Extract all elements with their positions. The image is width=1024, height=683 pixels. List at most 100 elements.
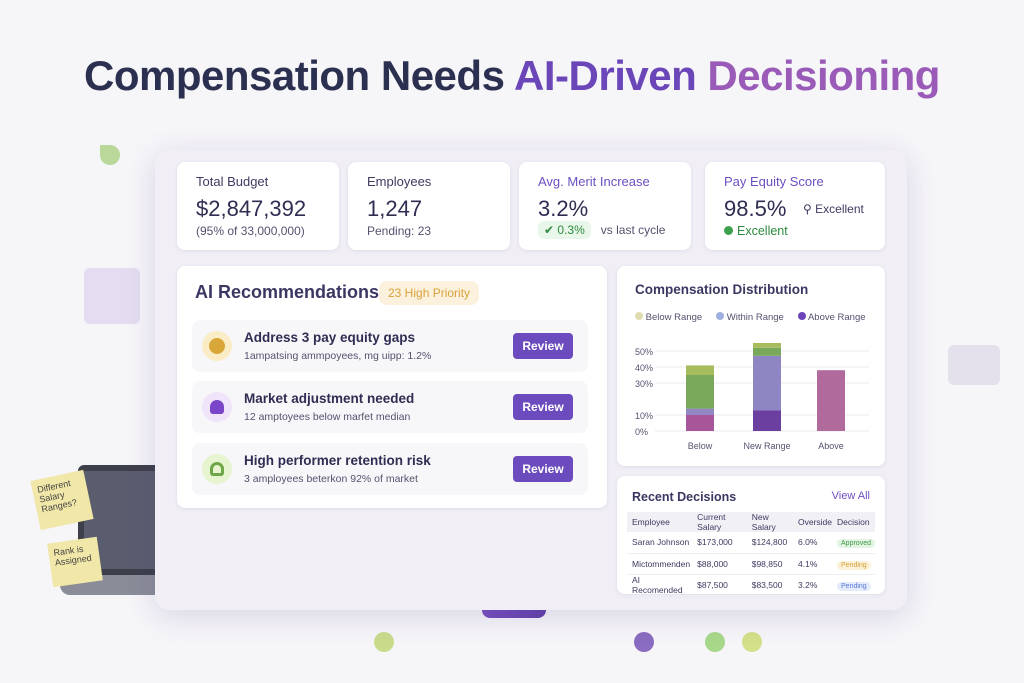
review-button[interactable]: Review bbox=[513, 333, 573, 359]
kpi-value: $2,847,392 bbox=[196, 196, 307, 221]
bar-segment bbox=[686, 408, 714, 415]
decision-badge: Pending bbox=[837, 560, 871, 570]
kpi-label: Employees bbox=[367, 174, 432, 189]
review-button[interactable]: Review bbox=[513, 394, 573, 420]
bar-segment bbox=[817, 370, 845, 431]
recommendation-desc: 12 amptoyees below marfet median bbox=[244, 411, 411, 423]
y-tick-label: 10% bbox=[635, 411, 653, 421]
kpi-value: 98.5% bbox=[724, 196, 787, 221]
review-button[interactable]: Review bbox=[513, 456, 573, 482]
check-icon bbox=[742, 632, 762, 652]
kpi-employees: Employees 1,247 Pending: 23 bbox=[348, 162, 510, 250]
kpi-status: Excellent bbox=[737, 224, 788, 238]
column-header: Current Salary bbox=[692, 512, 747, 532]
legend-swatch bbox=[716, 312, 725, 320]
person-icon bbox=[202, 454, 232, 484]
column-header: New Salary bbox=[746, 512, 793, 532]
sticky-note: Rank is Assigned bbox=[47, 536, 103, 588]
kpi-value: 3.2% bbox=[538, 196, 589, 221]
y-tick-label: 0% bbox=[635, 427, 648, 437]
kpi-label: Avg. Merit Increase bbox=[538, 174, 650, 189]
view-all-link[interactable]: View All bbox=[831, 490, 870, 502]
y-tick-label: 40% bbox=[635, 363, 653, 373]
user-icon bbox=[202, 392, 232, 422]
bar-segment bbox=[753, 355, 781, 411]
table-row[interactable]: Mictommenden $88,000 $98,850 4.1% Pending bbox=[627, 553, 875, 575]
table-cell: Mictommenden bbox=[627, 553, 693, 575]
decision-badge: Pending bbox=[837, 581, 871, 591]
recommendation-title: Market adjustment needed bbox=[244, 391, 415, 406]
bar-chart: 0% 10% 30% 40% 50% Below New Range Above bbox=[635, 343, 869, 451]
bar-segment bbox=[753, 343, 781, 348]
change-badge: ✔ 0.3% bbox=[538, 221, 591, 239]
table-row[interactable]: Saran Johnson $173,000 $124,800 6.0% Approve… bbox=[627, 532, 875, 554]
compensation-distribution-card: Compensation Distribution Below Range Wi… bbox=[617, 266, 885, 466]
section-title: AI Recommendations bbox=[195, 282, 380, 302]
page-title: Compensation Needs AI-Driven Decisioning bbox=[84, 52, 940, 99]
recommendation-desc: 3 amployees beterkon 92% of market bbox=[244, 473, 418, 485]
kpi-total-budget: Total Budget $2,847,392 (95% of 33,000,0… bbox=[177, 162, 339, 250]
y-tick-label: 50% bbox=[635, 347, 653, 357]
kpi-merit-increase: Avg. Merit Increase 3.2% ✔ 0.3% vs last … bbox=[519, 162, 691, 250]
table-cell: $98,850 bbox=[746, 553, 793, 575]
recommendation-item: Market adjustment needed 12 amptoyees be… bbox=[192, 381, 588, 433]
legend-swatch bbox=[635, 312, 643, 320]
recommendation-item: High performer retention risk 3 amployee… bbox=[192, 443, 588, 495]
leaf-icon bbox=[100, 145, 120, 165]
kpi-label: Total Budget bbox=[196, 174, 269, 189]
kpi-sub: vs last cycle bbox=[600, 223, 666, 237]
decisions-table: Employee Current Salary New Salary Overside… bbox=[627, 512, 875, 596]
table-cell: Saran Johnson bbox=[627, 532, 693, 554]
check-icon bbox=[705, 632, 725, 652]
x-tick-label: Above bbox=[818, 441, 844, 451]
check-icon bbox=[374, 632, 394, 652]
grid-tile-decoration bbox=[948, 345, 1000, 385]
table-cell: AI Recomended bbox=[627, 574, 693, 596]
legend-label: Within Range bbox=[726, 312, 784, 323]
pencil-icon bbox=[202, 331, 232, 361]
table-cell: $124,800 bbox=[746, 532, 793, 554]
legend-swatch bbox=[797, 312, 806, 320]
status-dot-icon bbox=[724, 226, 733, 235]
table-cell: $83,500 bbox=[746, 574, 793, 596]
bar-segment bbox=[686, 365, 714, 375]
recommendation-item: Address 3 pay equity gaps 1ampatsing amm… bbox=[192, 320, 588, 372]
recommendation-title: High performer retention risk bbox=[244, 453, 431, 468]
kpi-pay-equity: Pay Equity Score 98.5% ⚲ Excellent Excel… bbox=[705, 162, 885, 250]
chart-tile-decoration bbox=[84, 268, 140, 324]
table-row[interactable]: AI Recomended $87,500 $83,500 3.2% Pending bbox=[627, 574, 875, 596]
column-header: Employee bbox=[627, 512, 693, 532]
x-tick-label: New Range bbox=[743, 441, 790, 451]
table-cell: $87,500 bbox=[692, 574, 747, 596]
bar-segment bbox=[753, 410, 781, 431]
kpi-value: 1,247 bbox=[367, 196, 423, 221]
section-title: Recent Decisions bbox=[632, 490, 737, 504]
table-cell: 3.2% bbox=[793, 574, 833, 596]
pin-icon: ⚲ bbox=[803, 202, 812, 216]
kpi-sub: (95% of 33,000,000) bbox=[196, 224, 305, 238]
ai-recommendations-card: AI Recommendations 23 High Priority Addr… bbox=[177, 266, 607, 508]
table-cell: 4.1% bbox=[793, 553, 833, 575]
kpi-label: Pay Equity Score bbox=[724, 174, 824, 189]
priority-badge: 23 High Priority bbox=[379, 281, 480, 305]
check-icon bbox=[634, 632, 654, 652]
bar-segment bbox=[686, 375, 714, 409]
table-cell: $88,000 bbox=[692, 553, 747, 575]
legend-label: Below Range bbox=[645, 312, 703, 323]
bar-segment bbox=[686, 415, 714, 431]
chart-legend: Below Range Within Range Above Range bbox=[635, 312, 866, 323]
legend-label: Above Range bbox=[807, 312, 866, 323]
x-tick-label: Below bbox=[688, 441, 713, 451]
table-header: Employee Current Salary New Salary Overside… bbox=[627, 512, 875, 532]
table-cell: $173,000 bbox=[692, 532, 747, 554]
column-header: Overside bbox=[793, 512, 833, 532]
kpi-sub: Pending: 23 bbox=[367, 224, 432, 238]
recommendation-title: Address 3 pay equity gaps bbox=[244, 330, 416, 345]
column-header: Decision bbox=[832, 512, 875, 532]
dashboard-panel: Total Budget $2,847,392 (95% of 33,000,0… bbox=[155, 150, 907, 610]
recommendation-desc: 1ampatsing ammpoyees, mg uipp: 1.2% bbox=[244, 350, 432, 362]
bar-segment bbox=[753, 347, 781, 356]
y-tick-label: 30% bbox=[635, 379, 653, 389]
recent-decisions-card: Recent Decisions View All Employee Curren… bbox=[617, 476, 885, 596]
table-cell: 6.0% bbox=[793, 532, 833, 554]
